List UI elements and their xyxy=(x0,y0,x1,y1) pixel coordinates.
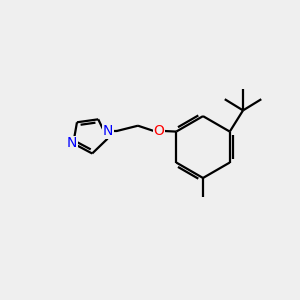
Text: N: N xyxy=(67,136,77,150)
Text: O: O xyxy=(154,124,165,138)
Text: N: N xyxy=(103,124,113,138)
